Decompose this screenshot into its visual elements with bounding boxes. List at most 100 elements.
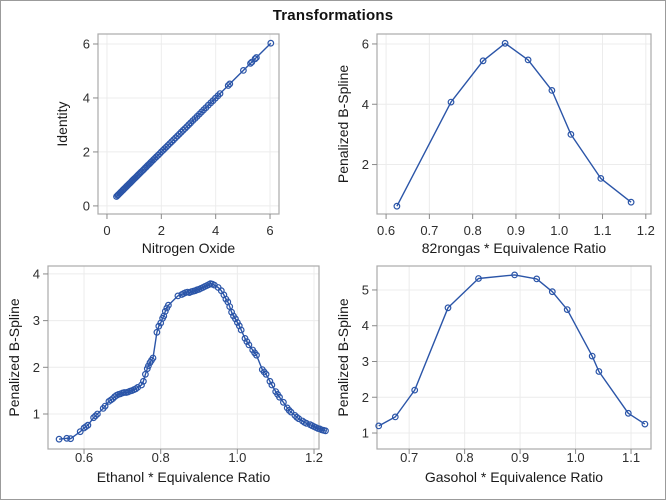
data-point-marker	[511, 271, 519, 279]
plot-area	[377, 266, 651, 449]
data-point-marker	[233, 319, 241, 326]
data-point-marker	[177, 128, 185, 136]
data-point-marker	[393, 202, 401, 210]
data-point-marker	[90, 414, 97, 422]
series-line	[378, 274, 646, 427]
data-point-marker	[597, 174, 605, 182]
x-tick-label: 0.9	[511, 450, 529, 465]
data-point-marker	[262, 370, 270, 378]
y-tick-label: 1	[362, 426, 369, 441]
data-point-marker	[627, 198, 635, 206]
y-tick-label: 6	[83, 36, 90, 51]
panel-bspline-vs-ethanol: 0.6 0.8 1.0 1.2 1 2 3 4 Ethanol * Equivalence Ra…	[6, 265, 329, 485]
data-point-marker	[285, 406, 293, 414]
y-axis-title: Penalized B-Spline	[335, 298, 351, 417]
data-point-marker	[181, 125, 189, 132]
x-tick-label: 1.1	[622, 450, 640, 465]
data-point-marker	[268, 381, 276, 389]
data-point-marker	[92, 412, 99, 420]
data-point-marker	[548, 288, 556, 296]
data-point-marker	[76, 428, 84, 436]
data-point-marker	[63, 434, 71, 442]
data-point-marker	[291, 411, 299, 419]
panel-bspline-vs-82rongas: 0.6 0.7 0.8 0.9 1.0 1.1 1.2 2 4 6 82rongas * Equiv…	[335, 33, 655, 256]
data-point-marker	[475, 275, 482, 282]
y-tick-label: 2	[33, 360, 40, 375]
y-tick-label: 2	[362, 157, 369, 172]
data-point-marker	[216, 90, 224, 97]
data-point-marker	[67, 435, 74, 443]
data-point-marker	[444, 304, 452, 312]
x-axis-title: Ethanol * Equivalence Ratio	[97, 469, 271, 485]
data-point-marker	[588, 352, 596, 360]
x-axis-title: 82rongas * Equivalence Ratio	[422, 240, 607, 256]
data-point-marker	[391, 413, 399, 421]
y-tick-label: 5	[362, 282, 369, 297]
data-point-marker	[447, 98, 455, 106]
x-tick-label: 4	[212, 223, 219, 238]
data-point-marker	[280, 398, 287, 406]
data-point-marker	[162, 143, 170, 151]
data-point-marker	[247, 60, 254, 67]
x-tick-label: 0.6	[75, 450, 93, 465]
data-point-marker	[138, 381, 145, 389]
data-point-marker	[195, 110, 203, 118]
data-point-marker	[173, 132, 181, 140]
x-axis-title: Gasohol * Equivalence Ratio	[425, 469, 603, 485]
x-tick-label: 0.8	[464, 223, 482, 238]
data-point-marker	[567, 130, 575, 138]
data-point-marker	[84, 421, 92, 429]
data-point-marker	[375, 422, 383, 430]
data-point-marker	[183, 123, 191, 130]
data-point-marker	[93, 410, 101, 418]
data-point-marker	[411, 386, 419, 394]
data-point-marker	[224, 82, 232, 89]
x-tick-label: 1.1	[593, 223, 611, 238]
x-axis-title: Nitrogen Oxide	[142, 240, 236, 256]
data-point-marker	[266, 377, 274, 385]
data-point-marker	[624, 409, 632, 417]
panel-identity-vs-nitrogen-oxide: 0 2 4 6 0 2 4 6 Nitrogen Oxide Identity	[54, 33, 280, 256]
data-point-marker	[109, 395, 117, 403]
y-tick-label: 4	[33, 266, 40, 281]
data-point-marker	[231, 315, 239, 323]
data-point-marker	[174, 292, 182, 300]
data-point-marker	[144, 362, 152, 370]
plot-frame	[376, 265, 652, 450]
data-point-marker	[168, 138, 176, 146]
data-point-marker	[139, 377, 147, 385]
plot-frame	[97, 33, 280, 215]
data-point-marker	[245, 341, 253, 349]
data-point-marker	[287, 408, 295, 416]
data-point-marker	[303, 419, 310, 427]
y-tick-label: 1	[33, 406, 40, 421]
y-axis-title: Penalized B-Spline	[335, 65, 351, 184]
x-tick-label: 1.2	[637, 223, 655, 238]
data-point-marker	[253, 351, 260, 359]
x-tick-label: 1.2	[305, 450, 323, 465]
x-tick-label: 0.7	[400, 450, 418, 465]
x-tick-label: 0.9	[507, 223, 525, 238]
y-tick-label: 6	[362, 36, 369, 51]
y-tick-label: 3	[362, 354, 369, 369]
y-tick-label: 3	[33, 313, 40, 328]
data-point-marker	[161, 307, 169, 315]
data-point-marker	[501, 39, 509, 47]
panel-bspline-vs-gasohol: 0.7 0.8 0.9 1.0 1.1 1 2 3 4 5 Gasohol * Equivalenc…	[335, 265, 652, 485]
data-point-marker	[251, 55, 259, 63]
y-axis-title: Identity	[54, 101, 70, 146]
data-point-marker	[228, 308, 236, 316]
data-point-marker	[149, 354, 157, 362]
plot-frame	[47, 265, 320, 450]
data-point-marker	[170, 136, 178, 144]
data-point-marker	[164, 301, 172, 309]
data-point-marker	[166, 140, 174, 147]
data-point-marker	[524, 56, 532, 64]
data-point-marker	[185, 121, 193, 129]
y-tick-label: 4	[362, 97, 369, 112]
x-tick-label: 1.0	[567, 450, 585, 465]
plot-area	[377, 34, 651, 214]
x-tick-label: 0.6	[377, 223, 395, 238]
data-point-marker	[226, 80, 234, 88]
